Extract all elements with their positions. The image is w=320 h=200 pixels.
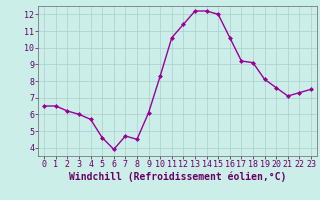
X-axis label: Windchill (Refroidissement éolien,°C): Windchill (Refroidissement éolien,°C) — [69, 172, 286, 182]
